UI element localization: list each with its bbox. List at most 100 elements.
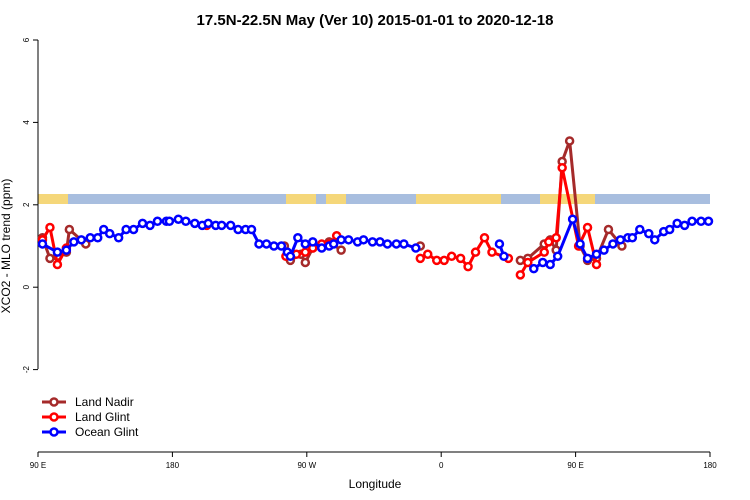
point bbox=[664, 224, 675, 235]
point bbox=[582, 253, 593, 264]
series-line bbox=[41, 167, 598, 276]
y-tick-label: 2 bbox=[22, 202, 31, 207]
y-tick-label: 6 bbox=[22, 37, 31, 42]
point bbox=[608, 239, 618, 249]
legend-point bbox=[49, 397, 59, 407]
chart-title: 17.5N-22.5N May (Ver 10) 2015-01-01 to 2… bbox=[197, 12, 554, 29]
point bbox=[92, 233, 103, 243]
point bbox=[276, 241, 287, 251]
point bbox=[603, 224, 614, 235]
point bbox=[113, 233, 124, 243]
point bbox=[375, 237, 385, 247]
x-tick-label: 0 bbox=[439, 461, 444, 470]
point bbox=[52, 247, 63, 257]
point bbox=[336, 245, 346, 255]
point bbox=[128, 224, 139, 235]
point bbox=[557, 162, 567, 173]
point bbox=[225, 220, 236, 231]
point bbox=[367, 237, 378, 247]
point bbox=[45, 253, 55, 264]
point bbox=[470, 247, 481, 257]
x-tick-label: 90 E bbox=[30, 461, 46, 470]
point bbox=[635, 224, 645, 235]
point bbox=[446, 251, 457, 262]
point bbox=[64, 224, 75, 235]
point bbox=[543, 237, 554, 247]
point bbox=[382, 239, 393, 249]
point bbox=[85, 233, 96, 243]
point bbox=[439, 255, 449, 266]
legend-label: Land Nadir bbox=[75, 395, 134, 409]
legend-label: Ocean Glint bbox=[75, 425, 139, 439]
point bbox=[679, 220, 690, 231]
point bbox=[52, 259, 63, 270]
point bbox=[152, 216, 163, 227]
point bbox=[523, 257, 533, 268]
point bbox=[316, 243, 327, 253]
legend-point bbox=[49, 412, 59, 422]
point bbox=[431, 255, 442, 266]
point bbox=[599, 245, 609, 255]
point bbox=[552, 251, 563, 262]
point bbox=[479, 233, 490, 243]
point bbox=[300, 239, 311, 249]
point bbox=[455, 253, 466, 264]
point bbox=[173, 214, 184, 224]
x-axis-label: Longitude bbox=[349, 477, 402, 491]
point bbox=[308, 237, 318, 247]
point bbox=[336, 235, 346, 245]
y-tick-label: -2 bbox=[22, 365, 31, 373]
point bbox=[61, 245, 72, 255]
point bbox=[537, 257, 548, 268]
point bbox=[499, 251, 509, 262]
point bbox=[567, 214, 578, 224]
point bbox=[463, 261, 473, 272]
point bbox=[203, 218, 213, 229]
point bbox=[575, 239, 585, 249]
point bbox=[300, 247, 311, 257]
point bbox=[703, 216, 714, 227]
y-axis-label: XCO2 - MLO trend (ppm) bbox=[0, 179, 13, 314]
point bbox=[233, 224, 243, 235]
point bbox=[644, 228, 654, 239]
point bbox=[564, 136, 575, 146]
point bbox=[37, 239, 48, 249]
point bbox=[104, 228, 115, 239]
point bbox=[649, 235, 660, 245]
point bbox=[391, 239, 402, 249]
point bbox=[285, 251, 296, 262]
point bbox=[45, 222, 55, 233]
point bbox=[69, 237, 79, 247]
x-tick-label: 90 W bbox=[297, 461, 316, 470]
point bbox=[494, 239, 505, 249]
point bbox=[411, 243, 421, 253]
point bbox=[293, 233, 303, 243]
point bbox=[76, 235, 87, 245]
point bbox=[672, 218, 682, 229]
y-tick-label: 4 bbox=[22, 120, 31, 125]
point bbox=[343, 235, 354, 245]
point bbox=[415, 253, 426, 264]
point bbox=[582, 222, 593, 233]
point bbox=[164, 216, 175, 227]
point bbox=[181, 216, 191, 227]
point bbox=[98, 224, 109, 235]
point bbox=[423, 249, 433, 259]
x-tick-label: 180 bbox=[703, 461, 717, 470]
point bbox=[545, 259, 555, 270]
point bbox=[539, 247, 549, 257]
point bbox=[190, 218, 200, 229]
y-tick-label: 0 bbox=[22, 284, 31, 289]
land-ocean-band bbox=[38, 194, 710, 204]
point bbox=[121, 224, 131, 235]
point bbox=[515, 270, 526, 280]
point bbox=[591, 259, 602, 270]
point bbox=[529, 263, 539, 274]
point bbox=[615, 235, 626, 245]
point bbox=[328, 239, 339, 249]
point bbox=[515, 255, 526, 266]
x-tick-label: 180 bbox=[166, 461, 180, 470]
point bbox=[300, 257, 311, 268]
legend-point bbox=[49, 427, 59, 437]
point bbox=[246, 224, 257, 235]
